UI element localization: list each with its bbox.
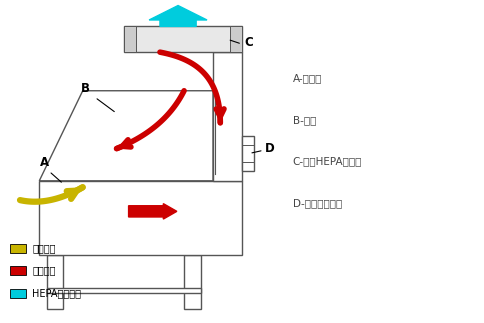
Text: B-窗口: B-窗口: [293, 115, 316, 125]
Text: C-排风HEPA过滤器: C-排风HEPA过滤器: [293, 157, 362, 166]
Text: D: D: [265, 142, 275, 155]
Text: A: A: [40, 156, 49, 169]
Polygon shape: [39, 91, 213, 181]
Bar: [124, 26, 242, 52]
Bar: [230, 26, 242, 52]
Bar: [46, 255, 63, 309]
Text: C: C: [244, 36, 253, 49]
Bar: [124, 26, 136, 52]
Text: D-压力排风管道: D-压力排风管道: [293, 198, 342, 208]
Text: HEPA过滤空气: HEPA过滤空气: [32, 288, 81, 298]
Text: 室内空气: 室内空气: [32, 243, 56, 253]
Bar: [213, 52, 242, 181]
Bar: [184, 255, 201, 309]
Bar: [242, 136, 254, 171]
FancyArrow shape: [129, 203, 177, 219]
Text: B: B: [81, 82, 90, 95]
Text: 污染空气: 污染空气: [32, 266, 56, 276]
Bar: [10, 266, 26, 275]
FancyArrow shape: [149, 5, 207, 26]
Bar: [46, 287, 201, 293]
Text: A-前开口: A-前开口: [293, 73, 322, 83]
Bar: [39, 181, 242, 255]
Bar: [10, 244, 26, 253]
Bar: [10, 288, 26, 297]
